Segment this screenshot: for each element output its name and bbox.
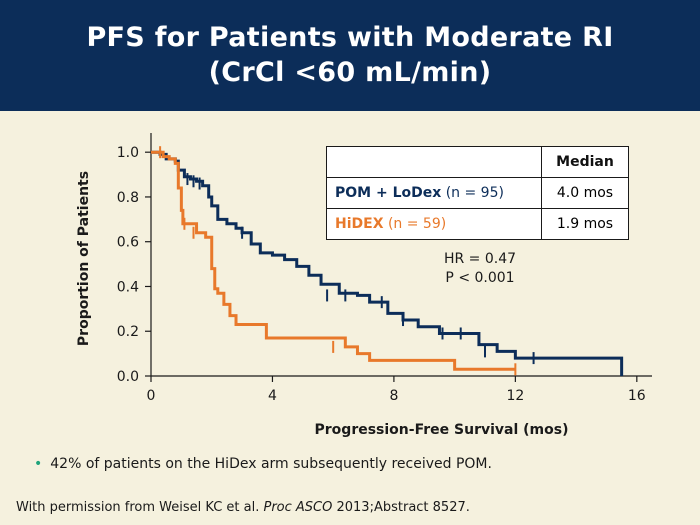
legend-header-blank [326, 146, 542, 178]
x-tick-label: 0 [147, 388, 156, 404]
citation: With permission from Weisel KC et al. Pr… [16, 500, 470, 515]
legend-table: Median POM + LoDex (n = 95) 4.0 mos HiDE… [326, 146, 629, 240]
y-axis-label: Proportion of Patients [76, 171, 92, 346]
stats-annotation: HR = 0.47 P < 0.001 [430, 250, 530, 288]
legend-header-median: Median [541, 146, 629, 178]
y-tick-label: 0.6 [117, 235, 139, 251]
y-tick-label: 1.0 [117, 145, 139, 161]
y-tick-label: 0.2 [117, 324, 139, 340]
bullet-note: • 42% of patients on the HiDex arm subseq… [34, 456, 492, 472]
bullet-dot-icon: • [34, 456, 43, 472]
x-tick-label: 8 [389, 388, 398, 404]
km-chart: 0.0 0.2 0.4 0.6 0.8 1.0 0 4 8 12 16 Progression-Fre… [76, 133, 652, 438]
km-curve-pom [151, 150, 624, 376]
bullet-note-text: 42% of patients on the HiDex arm subsequ… [50, 456, 492, 472]
legend-label-hidex: HiDEX (n = 59) [326, 208, 542, 240]
citation-suffix: 2013;Abstract 8527. [332, 500, 470, 515]
citation-journal: Proc ASCO [263, 500, 333, 515]
citation-prefix: With permission from Weisel KC et al. [16, 500, 264, 515]
legend-label-pom: POM + LoDex (n = 95) [326, 177, 542, 209]
x-tick-label: 4 [268, 388, 277, 404]
legend-n-pom: (n = 95) [445, 185, 504, 201]
legend-median-hidex: 1.9 mos [541, 208, 629, 240]
hazard-ratio: HR = 0.47 [443, 251, 517, 267]
slide-subtitle: (CrCl <60 mL/min) [208, 57, 492, 88]
legend-name-hidex: HiDEX [335, 216, 384, 232]
legend-n-hidex: (n = 59) [387, 216, 447, 232]
y-tick-label: 0.4 [117, 279, 139, 295]
x-tick-label: 16 [628, 388, 646, 404]
legend-row-pom: POM + LoDex (n = 95) 4.0 mos [326, 177, 629, 209]
slide-header: PFS for Patients with Moderate RI (CrCl … [0, 0, 700, 111]
p-value: P < 0.001 [445, 270, 515, 286]
legend-median-pom: 4.0 mos [541, 177, 629, 209]
legend-name-pom: POM + LoDex [335, 185, 442, 201]
km-curve-hidex [151, 150, 516, 371]
x-tick-label: 12 [506, 388, 524, 404]
y-tick-label: 0.0 [117, 369, 139, 385]
legend-row-hidex: HiDEX (n = 59) 1.9 mos [326, 208, 629, 240]
legend-header-row: Median [326, 146, 629, 178]
x-axis-label: Progression-Free Survival (mos) [315, 422, 569, 438]
slide-title: PFS for Patients with Moderate RI [86, 22, 614, 53]
y-tick-label: 0.8 [117, 190, 139, 206]
